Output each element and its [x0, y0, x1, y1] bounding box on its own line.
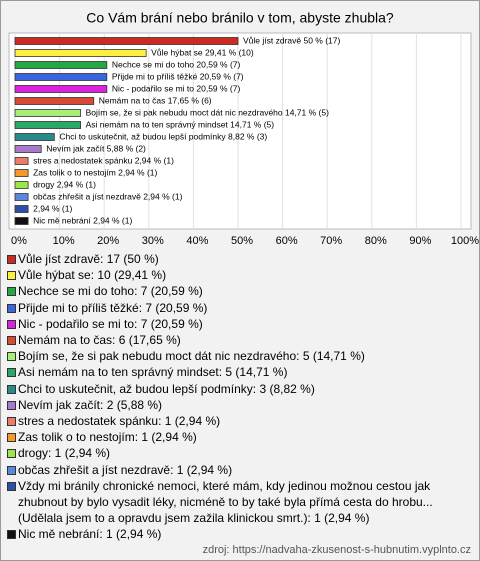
bar-label: stres a nedostatek spánku 2,94 % (1): [33, 155, 174, 165]
bar: [14, 61, 108, 69]
legend-swatch: [7, 449, 16, 459]
legend-item: Vůle jíst zdravě: 17 (50 %): [7, 251, 471, 267]
legend-swatch: [7, 336, 16, 346]
x-tick-label: 0%: [11, 235, 27, 247]
bar-label: Nechce se mi do toho 20,59 % (7): [112, 59, 241, 69]
legend-swatch: [7, 481, 16, 491]
legend-swatch: [7, 400, 16, 410]
bar: [14, 193, 29, 201]
bar: [14, 49, 147, 57]
legend-item: Nic - podařilo se mi to: 7 (20,59 %): [7, 316, 471, 332]
bar-label: Zas tolik o to nestojím 2,94 % (1): [33, 167, 157, 177]
bar-label: Bojím se, že si pak nebudu moct dát nic …: [86, 107, 329, 117]
legend-swatch: [7, 352, 16, 362]
bar: [14, 181, 29, 189]
legend-item: Bojím se, že si pak nebudu moct dát nic …: [7, 348, 471, 364]
bar-label: občas zhřešit a jíst nezdravě 2,94 % (1): [33, 191, 182, 201]
chart: Co Vám brání nebo bránilo v tom, abyste …: [8, 10, 479, 247]
legend-item: Asi nemám na to ten správný mindset: 5 (…: [7, 364, 471, 380]
legend-label: Zas tolik o to nestojím: 1 (2,94 %): [18, 430, 197, 445]
legend: Vůle jíst zdravě: 17 (50 %) Vůle hýbat se…: [7, 251, 471, 543]
legend-item: občas zhřešit a jíst nezdravě: 1 (2,94 %…: [7, 462, 471, 478]
legend-swatch: [7, 255, 16, 264]
legend-item: Nevím jak začít: 2 (5,88 %): [7, 397, 471, 413]
source: zdroj: https://nadvaha-zkusenost-s-hubnu…: [202, 544, 471, 556]
legend-label: Bojím se, že si pak nebudu moct dát nic …: [18, 349, 365, 364]
legend-swatch: [7, 433, 16, 443]
bar: [14, 37, 239, 45]
legend-swatch: [7, 417, 16, 427]
x-tick-label: 50%: [231, 235, 253, 247]
chart-title: Co Vám brání nebo bránilo v tom, abyste …: [86, 10, 394, 26]
legend-label: Vůle hýbat se: 10 (29,41 %): [18, 268, 167, 283]
bar: [14, 121, 82, 129]
bar-label: Vůle jíst zdravě 50 % (17): [243, 35, 340, 45]
legend-item: Vůle hýbat se: 10 (29,41 %): [7, 267, 471, 283]
bar-label: Chci to uskutečnit, až budou lepší podmí…: [59, 131, 267, 141]
legend-label: Vůle jíst zdravě: 17 (50 %): [18, 252, 159, 266]
legend-item: Nechce se mi do toho: 7 (20,59 %): [7, 283, 471, 299]
x-tick-label: 40%: [186, 235, 208, 247]
bar: [14, 109, 82, 117]
legend-swatch: [7, 530, 16, 540]
legend-label: drogy: 1 (2,94 %): [18, 446, 111, 461]
legend-label: stres a nedostatek spánku: 1 (2,94 %): [18, 414, 221, 429]
legend-label: Nevím jak začít: 2 (5,88 %): [18, 397, 163, 412]
x-tick-label: 90%: [409, 235, 431, 247]
bar-label: Vůle hýbat se 29,41 % (10): [151, 47, 254, 57]
legend-label: Vždy mi bránily chronické nemoci, které …: [18, 478, 433, 526]
bar-label: Asi nemám na to ten správný mindset 14,7…: [86, 119, 275, 129]
legend-swatch: [7, 287, 16, 297]
legend-swatch: [7, 319, 16, 329]
x-tick-label: 10%: [53, 235, 75, 247]
legend-swatch: [7, 368, 16, 378]
legend-swatch: [7, 271, 16, 281]
legend-item: Přijde mi to příliš těžké: 7 (20,59 %): [7, 300, 471, 316]
legend-swatch: [7, 303, 16, 313]
legend-label: Nic mě nebrání: 1 (2,94 %): [18, 527, 162, 542]
bar-label: drogy 2,94 % (1): [33, 179, 96, 189]
bar: [14, 205, 29, 213]
bar-label: 2,94 % (1): [33, 203, 72, 213]
legend-label: Nemám na to čas: 6 (17,65 %): [18, 333, 181, 348]
bar: [14, 145, 42, 153]
bar-label: Nevím jak začít 5,88 % (2): [46, 143, 146, 153]
legend-item: drogy: 1 (2,94 %): [7, 445, 471, 461]
x-tick-label: 60%: [276, 235, 298, 247]
legend-item: stres a nedostatek spánku: 1 (2,94 %): [7, 413, 471, 429]
legend-item: Nemám na to čas: 6 (17,65 %): [7, 332, 471, 348]
bar-label: Přijde mi to příliš těžké 20,59 % (7): [112, 71, 244, 81]
bar: [14, 73, 108, 81]
legend-swatch: [7, 465, 16, 475]
x-tick-label: 20%: [97, 235, 119, 247]
x-tick-label: 70%: [320, 235, 342, 247]
bar: [14, 169, 29, 177]
x-tick-label: 100%: [451, 235, 479, 247]
legend-label: Nic - podařilo se mi to: 7 (20,59 %): [18, 316, 203, 331]
bar: [14, 157, 29, 165]
bar-label: Nemám na to čas 17,65 % (6): [99, 95, 212, 105]
legend-swatch: [7, 384, 16, 394]
legend-label: Asi nemám na to ten správný mindset: 5 (…: [18, 365, 288, 380]
bar: [14, 97, 95, 105]
x-tick-label: 80%: [365, 235, 387, 247]
bar: [14, 133, 55, 141]
x-tick-label: 30%: [142, 235, 164, 247]
legend-item: Vždy mi bránily chronické nemoci, které …: [7, 478, 471, 527]
bar: [14, 85, 108, 93]
legend-label: občas zhřešit a jíst nezdravě: 1 (2,94 %…: [18, 462, 233, 477]
legend-label: Chci to uskutečnit, až budou lepší podmí…: [18, 381, 315, 396]
legend-item: Nic mě nebrání: 1 (2,94 %): [7, 526, 471, 542]
legend-item: Chci to uskutečnit, až budou lepší podmí…: [7, 381, 471, 397]
legend-item: Zas tolik o to nestojím: 1 (2,94 %): [7, 429, 471, 445]
legend-label: Nechce se mi do toho: 7 (20,59 %): [18, 284, 203, 299]
legend-label: Přijde mi to příliš těžké: 7 (20,59 %): [18, 300, 208, 315]
bar: [14, 217, 29, 225]
bar-label: Nic mě nebrání 2,94 % (1): [33, 215, 132, 225]
bar-label: Nic - podařilo se mi to 20,59 % (7): [112, 83, 241, 93]
